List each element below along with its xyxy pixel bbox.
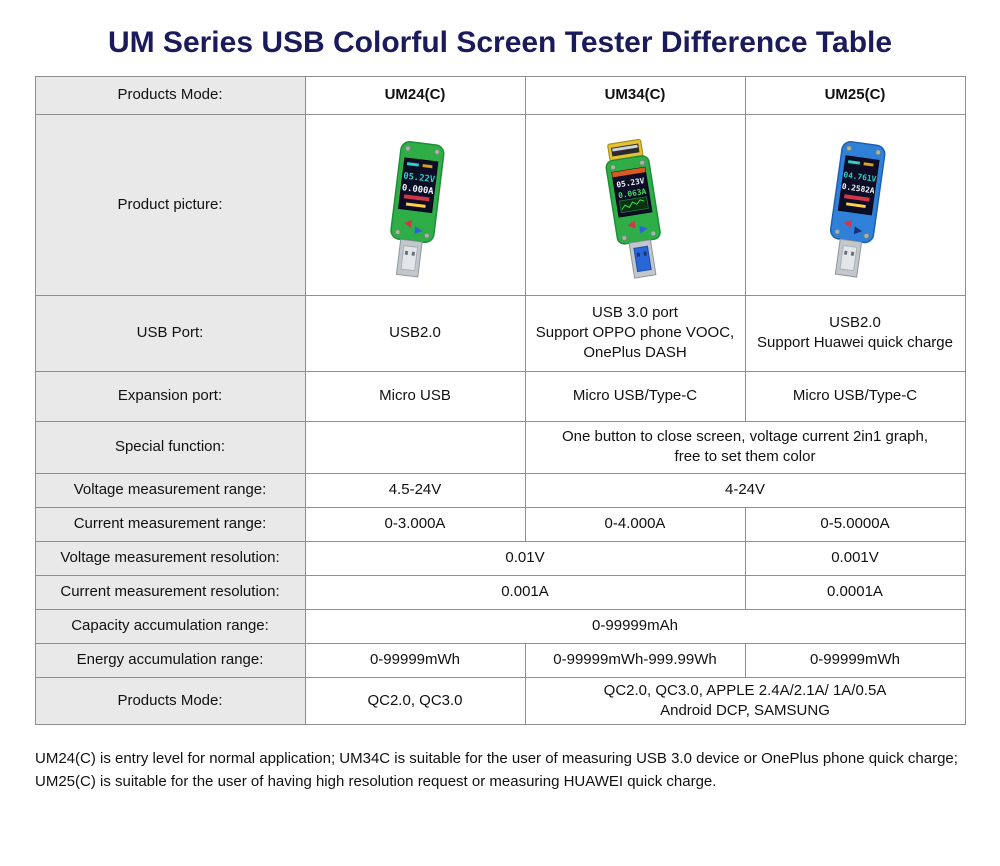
table-row-usb-port: USB Port: USB2.0 USB 3.0 port Support OP… [34,294,966,372]
table-row-voltage-resolution: Voltage measurement resolution: 0.01V 0.… [34,540,966,576]
product-picture-cell-um34: 05.23V 0.063A [524,114,746,296]
product-header-um24: UM24(C) [304,76,526,115]
product-picture-cell-um24: 05.22V 0.000A [304,114,526,296]
special-function-um24 [304,420,526,474]
footer-note: UM24(C) is entry level for normal applic… [35,750,958,791]
capacity-range-all: 0-99999mAh [304,608,966,644]
table-row-current-range: Current measurement range: 0-3.000A 0-4.… [34,506,966,542]
row-label-usb-port: USB Port: [34,294,306,372]
product-header-um25: UM25(C) [744,76,966,115]
product-image-um34: 05.23V 0.063A [605,139,661,279]
row-label-special-function: Special function: [34,420,306,474]
protocol-mode-um24: QC2.0, QC3.0 [304,676,526,725]
energy-range-um25: 0-99999mWh [744,642,966,678]
row-label-voltage-resolution: Voltage measurement resolution: [34,540,306,576]
table-row-products-mode: Products Mode: UM24(C) UM34(C) UM25(C) [34,76,966,115]
table-row-protocol-mode: Products Mode: QC2.0, QC3.0 QC2.0, QC3.0… [34,676,966,725]
table-row-voltage-range: Voltage measurement range: 4.5-24V 4-24V [34,472,966,508]
um34-screen-amps: 0.063A [617,187,647,200]
product-header-um34: UM34(C) [524,76,746,115]
energy-range-um34: 0-99999mWh-999.99Wh [524,642,746,678]
table-row-special-function: Special function: One button to close sc… [34,420,966,474]
um34-screen-volts: 05.23V [616,176,646,189]
row-label-energy-range: Energy accumulation range: [34,642,306,678]
table-row-energy-range: Energy accumulation range: 0-99999mWh 0-… [34,642,966,678]
current-range-um25: 0-5.0000A [744,506,966,542]
row-label-expansion-port: Expansion port: [34,370,306,422]
row-label-capacity-range: Capacity accumulation range: [34,608,306,644]
voltage-resolution-um25: 0.001V [744,540,966,576]
row-label-voltage-range: Voltage measurement range: [34,472,306,508]
voltage-range-um24: 4.5-24V [304,472,526,508]
row-label-current-resolution: Current measurement resolution: [34,574,306,610]
row-label-product-picture: Product picture: [34,114,306,296]
product-image-um24: 05.22V 0.000A [390,141,445,278]
usb-port-um34: USB 3.0 port Support OPPO phone VOOC, On… [524,294,746,372]
special-function-um34-um25: One button to close screen, voltage curr… [524,420,966,474]
row-label-protocol-mode: Products Mode: [34,676,306,725]
current-range-um24: 0-3.000A [304,506,526,542]
table-row-capacity-range: Capacity accumulation range: 0-99999mAh [34,608,966,644]
usb-port-um24: USB2.0 [304,294,526,372]
expansion-port-um34: Micro USB/Type-C [524,370,746,422]
voltage-resolution-um24-um34: 0.01V [304,540,746,576]
protocol-mode-um34-um25: QC2.0, QC3.0, APPLE 2.4A/2.1A/ 1A/0.5A A… [524,676,966,725]
current-resolution-um24-um34: 0.001A [304,574,746,610]
um24-screen-amps: 0.000A [401,183,435,197]
expansion-port-um24: Micro USB [304,370,526,422]
page-title: UM Series USB Colorful Screen Tester Dif… [107,26,893,59]
voltage-range-um34-um25: 4-24V [524,472,966,508]
table-row-product-picture: Product picture: 05.22V 0.000A [34,114,966,296]
current-resolution-um25: 0.0001A [744,574,966,610]
row-label-products-mode: Products Mode: [34,76,306,115]
row-label-current-range: Current measurement range: [34,506,306,542]
product-picture-cell-um25: 04.761V 0.2582A [744,114,966,296]
energy-range-um24: 0-99999mWh [304,642,526,678]
um24-screen-volts: 05.22V [403,172,437,186]
product-image-um25: 04.761V 0.2582A [829,141,886,278]
table-row-current-resolution: Current measurement resolution: 0.001A 0… [34,574,966,610]
usb-port-um25: USB2.0 Support Huawei quick charge [744,294,966,372]
current-range-um34: 0-4.000A [524,506,746,542]
expansion-port-um25: Micro USB/Type-C [744,370,966,422]
comparison-table: Products Mode: UM24(C) UM34(C) UM25(C) P… [34,76,966,725]
page: UM Series USB Colorful Screen Tester Dif… [0,26,1000,794]
table-row-expansion-port: Expansion port: Micro USB Micro USB/Type… [34,370,966,422]
